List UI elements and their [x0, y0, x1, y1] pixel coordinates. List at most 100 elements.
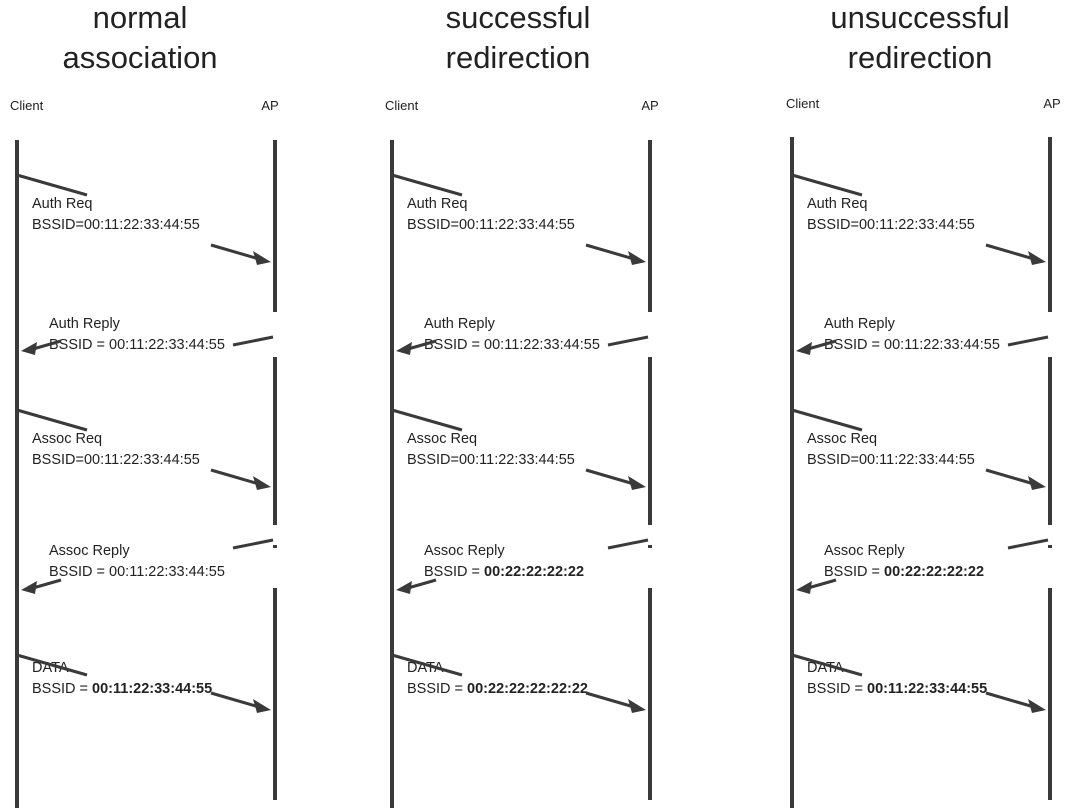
panel-title-line1: normal — [93, 0, 188, 35]
message-bssid: BSSID = 00:11:22:33:44:55 — [32, 681, 212, 697]
bssid-value: 00:11:22:33:44:55 — [109, 564, 225, 580]
message-bssid: BSSID=00:11:22:33:44:55 — [32, 452, 200, 468]
bssid-value: 00:11:22:33:44:55 — [459, 452, 575, 468]
message-2: Auth Reply BSSID = 00:11:22:33:44:55 — [21, 316, 274, 355]
arrow-shaft — [32, 578, 62, 590]
message-bssid: BSSID=00:11:22:33:44:55 — [32, 217, 200, 233]
bssid-value: 00:11:22:33:44:55 — [84, 217, 200, 233]
bssid-prefix: BSSID = — [824, 337, 884, 353]
arrow-head — [628, 476, 646, 490]
message-2: Auth Reply BSSID = 00:11:22:33:44:55 — [396, 316, 649, 355]
ap-label: AP — [261, 98, 278, 113]
bssid-prefix: BSSID = — [824, 564, 884, 580]
arrow-shaft — [985, 691, 1035, 709]
arrow-tail — [1007, 335, 1049, 347]
message-label: DATA — [807, 660, 844, 676]
bssid-value: 00:22:22:22:22 — [484, 564, 584, 580]
bssid-value: 00:11:22:33:44:55 — [867, 681, 987, 697]
arrow-shaft — [210, 243, 260, 261]
message-label: Assoc Req — [807, 431, 877, 447]
arrow-head — [628, 251, 646, 265]
arrow-tail — [791, 408, 863, 432]
client-label: Client — [786, 96, 820, 111]
bssid-prefix: BSSID= — [807, 217, 859, 233]
arrow-tail — [391, 173, 463, 197]
arrow-shaft — [585, 468, 635, 486]
bssid-prefix: BSSID = — [424, 337, 484, 353]
panel-title-line1: unsuccessful — [830, 0, 1009, 35]
message-label: Auth Reply — [49, 316, 121, 332]
arrow-shaft — [807, 578, 837, 590]
bssid-value: 00:11:22:33:44:55 — [859, 452, 975, 468]
bssid-prefix: BSSID= — [807, 452, 859, 468]
diagram-panel-2: successful redirection Client AP Auth Req BSS… — [385, 0, 659, 808]
bssid-value: 00:11:22:33:44:55 — [459, 217, 575, 233]
message-bssid: BSSID=00:11:22:33:44:55 — [807, 217, 975, 233]
arrow-shaft — [585, 243, 635, 261]
arrow-head — [253, 699, 271, 713]
diagram-panel-3: unsuccessful redirection Client AP Auth Req B… — [786, 0, 1061, 808]
message-bssid: BSSID = 00:11:22:33:44:55 — [424, 337, 600, 353]
bssid-prefix: BSSID= — [407, 217, 459, 233]
message-5: DATA BSSID = 00:11:22:33:44:55 — [791, 653, 1046, 713]
message-bssid: BSSID = 00:22:22:22:22 — [824, 564, 984, 580]
bssid-value: 00:11:22:33:44:55 — [84, 452, 200, 468]
bssid-prefix: BSSID= — [407, 452, 459, 468]
bssid-value: 00:11:22:33:44:55 — [484, 337, 600, 353]
bssid-prefix: BSSID= — [32, 452, 84, 468]
arrow-tail — [391, 653, 463, 677]
message-3: Assoc Req BSSID=00:11:22:33:44:55 — [791, 408, 1046, 490]
arrow-shaft — [407, 339, 437, 351]
panel-title-line1: successful — [446, 0, 591, 35]
message-bssid: BSSID=00:11:22:33:44:55 — [807, 452, 975, 468]
message-label: Auth Req — [407, 196, 467, 212]
message-4: Assoc Reply BSSID = 00:11:22:33:44:55 — [21, 538, 274, 594]
message-4: Assoc Reply BSSID = 00:22:22:22:22 — [396, 538, 649, 594]
arrow-shaft — [585, 691, 635, 709]
arrow-head — [21, 342, 37, 355]
bssid-prefix: BSSID = — [807, 681, 867, 697]
arrow-tail — [16, 653, 88, 677]
ap-label: AP — [641, 98, 658, 113]
arrow-tail — [16, 408, 88, 432]
arrow-shaft — [807, 339, 837, 351]
arrow-tail — [1007, 538, 1049, 550]
message-bssid: BSSID = 00:11:22:33:44:55 — [49, 564, 225, 580]
message-bssid: BSSID = 00:11:22:33:44:55 — [807, 681, 987, 697]
message-bssid: BSSID = 00:11:22:33:44:55 — [49, 337, 225, 353]
message-bssid: BSSID=00:11:22:33:44:55 — [407, 217, 575, 233]
arrow-shaft — [210, 468, 260, 486]
bssid-value: 00:22:22:22:22:22 — [467, 681, 588, 697]
bssid-value: 00:11:22:33:44:55 — [92, 681, 212, 697]
message-label: Auth Reply — [424, 316, 496, 332]
message-1: Auth Req BSSID=00:11:22:33:44:55 — [791, 173, 1046, 265]
message-1: Auth Req BSSID=00:11:22:33:44:55 — [16, 173, 271, 265]
arrow-tail — [391, 408, 463, 432]
bssid-value: 00:11:22:33:44:55 — [884, 337, 1000, 353]
arrow-shaft — [407, 578, 437, 590]
message-label: DATA — [32, 660, 69, 676]
arrow-head — [628, 699, 646, 713]
message-label: Assoc Reply — [49, 543, 130, 559]
client-label: Client — [385, 98, 419, 113]
client-label: Client — [10, 98, 44, 113]
bssid-prefix: BSSID = — [49, 564, 109, 580]
arrow-head — [396, 581, 412, 594]
arrow-shaft — [985, 468, 1035, 486]
arrow-head — [1028, 251, 1046, 265]
arrow-shaft — [985, 243, 1035, 261]
message-bssid: BSSID = 00:22:22:22:22:22 — [407, 681, 588, 697]
message-label: Assoc Reply — [824, 543, 905, 559]
panel-title-line2: redirection — [848, 40, 993, 75]
arrow-tail — [791, 173, 863, 197]
panel-title-line2: redirection — [446, 40, 591, 75]
bssid-prefix: BSSID = — [49, 337, 109, 353]
message-3: Assoc Req BSSID=00:11:22:33:44:55 — [16, 408, 271, 490]
message-bssid: BSSID = 00:11:22:33:44:55 — [824, 337, 1000, 353]
bssid-prefix: BSSID= — [32, 217, 84, 233]
bssid-prefix: BSSID = — [32, 681, 92, 697]
arrow-tail — [607, 538, 649, 550]
arrow-head — [796, 342, 812, 355]
